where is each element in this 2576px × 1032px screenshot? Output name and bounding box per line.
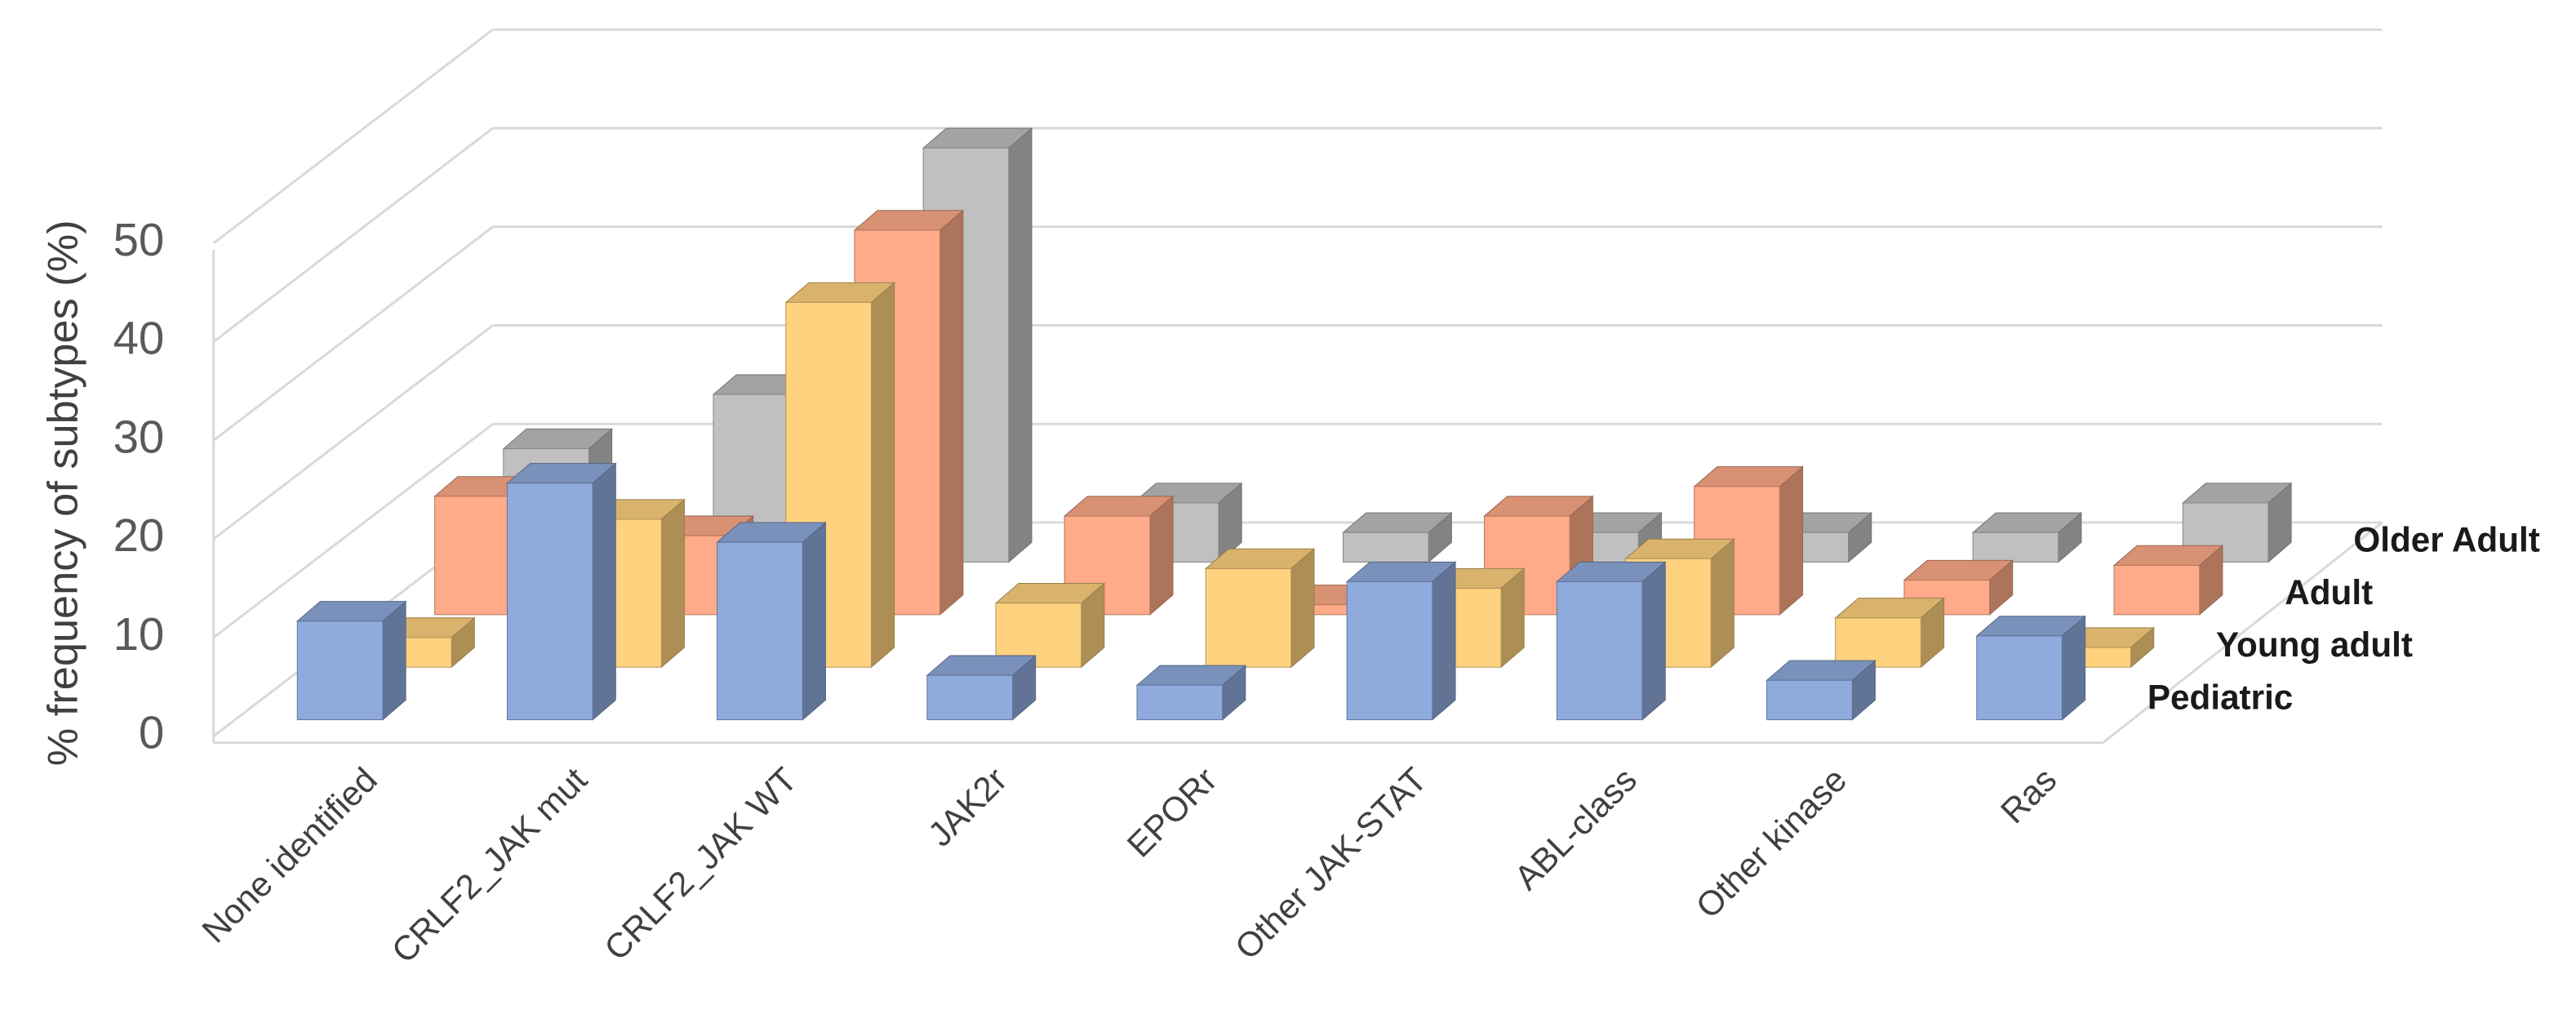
bar-front [506,483,593,721]
bar [716,521,827,721]
bar-side [1779,465,1804,616]
bar [1975,615,2086,721]
bar-side [1641,561,1666,721]
bar-front [296,621,384,721]
y-tick-label: 40 [113,313,165,364]
bar [1204,548,1316,669]
bar [1135,665,1247,721]
x-tick-label: None identified [194,760,384,950]
bar-front [717,541,803,721]
grid-line [212,324,494,540]
x-tick-label: EPORr [1120,760,1224,865]
bar-front [1346,580,1433,721]
bar [1342,511,1453,563]
y-tick-label: 30 [113,411,165,462]
bar [295,600,407,721]
bar-side [1290,548,1315,669]
bar [926,654,1037,721]
legend-label: Pediatric [2147,678,2293,717]
bar-front [1766,679,1853,721]
bar [1345,561,1457,721]
x-tick-label: ABL-class [1507,760,1644,897]
bar [2112,545,2224,616]
bar [994,582,1106,669]
x-tick-label: Other kinase [1689,760,1854,926]
bar-side [1008,127,1033,563]
floor-edge [2102,521,2383,744]
bar [1903,559,2014,616]
bar-front [1205,567,1292,668]
bar-side [870,282,895,669]
bar-front [1343,532,1429,563]
y-tick-label: 20 [113,509,165,561]
bar-side [1710,538,1734,669]
bar [506,462,617,721]
bar-side [802,521,826,721]
y-tick-label: 0 [139,707,164,758]
legend-label: Older Adult [2353,520,2539,558]
bar [1971,511,2083,563]
bar-side [660,498,685,669]
grid-line [212,423,494,639]
y-tick-label: 50 [113,214,165,265]
x-tick-label: Other JAK-STAT [1228,760,1434,967]
legend-label: Young adult [2216,625,2413,664]
y-tick-label: 10 [113,608,165,660]
bar-front [434,496,521,616]
x-tick-label: Ras [1993,760,2063,830]
x-tick-label: CRLF2_JAK WT [597,760,804,968]
bar-side [1432,561,1456,721]
bar-side [939,209,964,616]
bar-side [592,462,616,721]
bar-side [1149,495,1174,616]
x-tick-label: CRLF2_JAK mut [384,760,595,971]
bar-side [382,600,406,721]
bar-front [2113,564,2201,616]
x-tick-label: JAK2r [921,760,1015,854]
bar [1765,660,1876,721]
bar-front [1835,617,1921,668]
grid-line [212,29,494,245]
bar [1834,597,1945,669]
legend-label: Adult [2285,573,2373,612]
grid-line [212,225,494,442]
bar-front [1556,580,1643,721]
bar-front [1972,532,2059,563]
bar-front [1976,635,2063,721]
grid-line [212,127,494,343]
bar [1063,495,1175,616]
bar-front [1136,684,1224,721]
bar [1556,561,1667,721]
bar-front [926,674,1013,721]
y-axis-title: % frequency of subtypes (%) [39,220,87,766]
